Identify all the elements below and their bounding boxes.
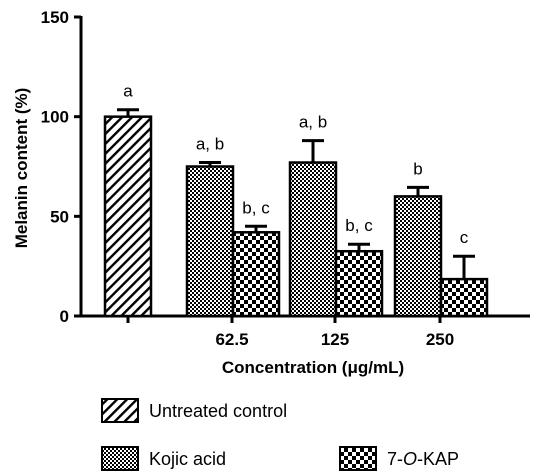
legend-swatch (101, 446, 139, 471)
significance-label: a, b (196, 135, 224, 154)
legend-swatch (339, 446, 377, 471)
significance-label: a, b (299, 113, 327, 132)
y-tick-label: 0 (60, 307, 69, 326)
significance-label: b, c (242, 198, 270, 217)
legend: Untreated control Kojic acid 7-O-KAP (101, 398, 459, 471)
legend-label: Kojic acid (149, 449, 226, 469)
significance-label: b, c (345, 216, 373, 235)
bar (185, 165, 235, 318)
legend-swatch (101, 398, 139, 423)
bar (103, 115, 153, 318)
y-tick-label: 50 (50, 207, 69, 226)
x-tick-label: 250 (426, 330, 454, 349)
plot-area: 0 50 100 150 a 62.5 a, b b, c 125 a, b b, c 250 b c (41, 8, 530, 349)
y-axis-title: Melanin content (%) (12, 88, 31, 249)
y-tick-label: 150 (41, 8, 69, 27)
x-axis-title: Concentration (μg/mL) (222, 358, 404, 377)
legend-label: 7-O-KAP (387, 449, 459, 469)
significance-label: b (413, 159, 422, 178)
x-tick-label: 62.5 (215, 330, 248, 349)
bar (231, 231, 281, 318)
x-tick-label: 125 (321, 330, 349, 349)
bar (393, 195, 443, 318)
y-tick-label: 100 (41, 108, 69, 127)
legend-label: Untreated control (149, 401, 287, 421)
significance-label: c (460, 228, 469, 247)
bar (288, 161, 338, 318)
bar (439, 277, 489, 318)
significance-label: a (123, 82, 133, 101)
bar (334, 249, 384, 318)
